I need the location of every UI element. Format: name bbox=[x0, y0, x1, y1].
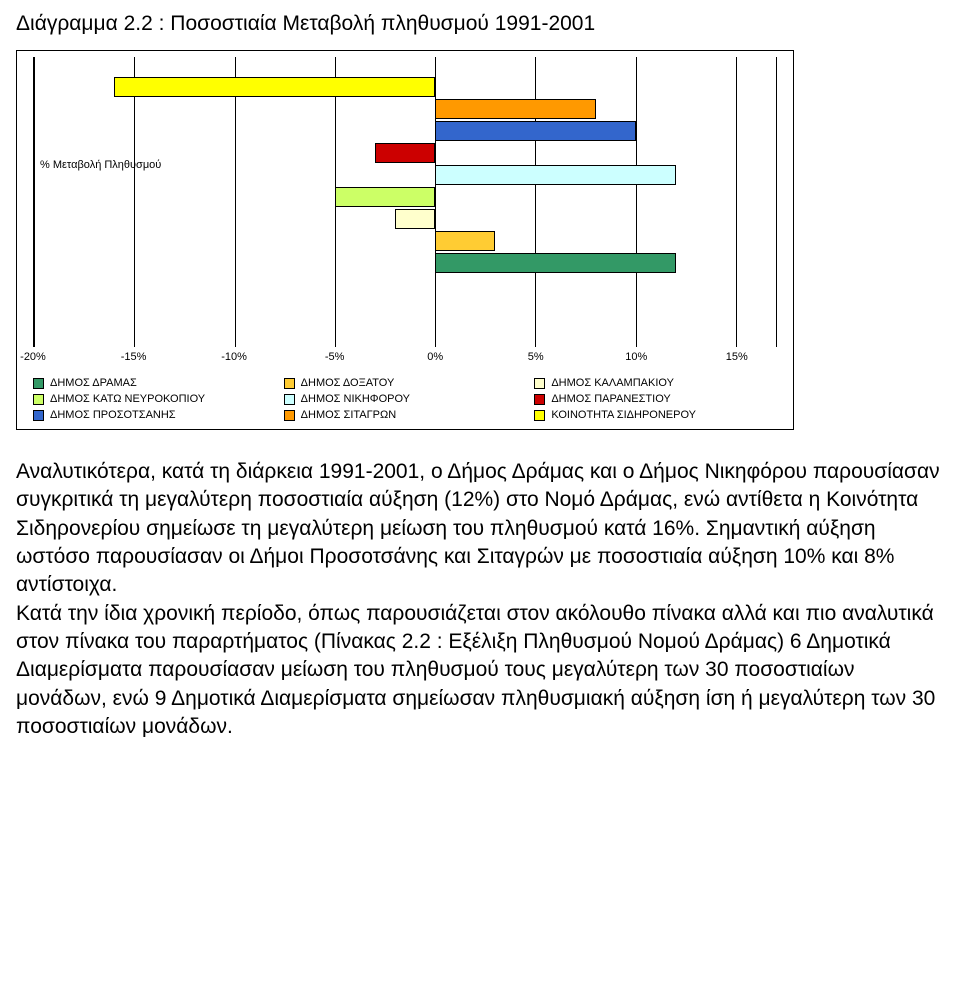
chart-bar-row bbox=[34, 209, 776, 229]
chart-x-tick-label: -10% bbox=[221, 351, 247, 363]
legend-swatch bbox=[284, 410, 295, 421]
chart-bar bbox=[335, 187, 435, 207]
legend-swatch bbox=[33, 378, 44, 389]
legend-item: ΔΗΜΟΣ ΠΡΟΣΟΤΣΑΝΗΣ bbox=[33, 409, 276, 421]
legend-item: ΔΗΜΟΣ ΚΑΛΑΜΠΑΚΙΟΥ bbox=[534, 377, 777, 389]
chart-bar-row bbox=[34, 253, 776, 273]
legend-item: ΔΗΜΟΣ ΣΙΤΑΓΡΩΝ bbox=[284, 409, 527, 421]
chart-container: % Μεταβολή Πληθυσμού -20% -15% -10% -5% 0% 5%… bbox=[16, 50, 794, 430]
chart-bar bbox=[435, 253, 676, 273]
legend-label: ΔΗΜΟΣ ΚΑΤΩ ΝΕΥΡΟΚΟΠΙΟΥ bbox=[50, 393, 205, 405]
chart-bar-row bbox=[34, 231, 776, 251]
legend-item: ΔΗΜΟΣ ΠΑΡΑΝΕΣΤΙΟΥ bbox=[534, 393, 777, 405]
chart-bar bbox=[435, 165, 676, 185]
chart-bar-row bbox=[34, 121, 776, 141]
legend-label: ΔΗΜΟΣ ΝΙΚΗΦΟΡΟΥ bbox=[301, 393, 410, 405]
chart-legend: ΔΗΜΟΣ ΔΡΑΜΑΣ ΔΗΜΟΣ ΔΟΞΑΤΟΥ ΔΗΜΟΣ ΚΑΛΑΜΠΑΚΙ… bbox=[33, 377, 777, 421]
chart-x-tick-label: -20% bbox=[20, 351, 46, 363]
chart-bar bbox=[395, 209, 435, 229]
legend-label: ΔΗΜΟΣ ΔΟΞΑΤΟΥ bbox=[301, 377, 395, 389]
page-title: Διάγραμμα 2.2 : Ποσοστιαία Μεταβολή πληθ… bbox=[16, 12, 944, 36]
chart-bar-row bbox=[34, 99, 776, 119]
legend-swatch bbox=[534, 394, 545, 405]
chart-y-axis-label: % Μεταβολή Πληθυσμού bbox=[34, 155, 435, 175]
legend-swatch bbox=[284, 394, 295, 405]
chart-bar-row bbox=[34, 187, 776, 207]
chart-plot-area: % Μεταβολή Πληθυσμού bbox=[33, 57, 777, 347]
chart-x-tick-label: 10% bbox=[625, 351, 647, 363]
legend-item: ΚΟΙΝΟΤΗΤΑ ΣΙΔΗΡΟΝΕΡΟΥ bbox=[534, 409, 777, 421]
body-paragraph: Αναλυτικότερα, κατά τη διάρκεια 1991-200… bbox=[16, 458, 944, 741]
chart-x-tick-label: -15% bbox=[121, 351, 147, 363]
legend-swatch bbox=[534, 410, 545, 421]
legend-item: ΔΗΜΟΣ ΔΡΑΜΑΣ bbox=[33, 377, 276, 389]
legend-label: ΔΗΜΟΣ ΠΑΡΑΝΕΣΤΙΟΥ bbox=[551, 393, 670, 405]
legend-item: ΔΗΜΟΣ ΝΙΚΗΦΟΡΟΥ bbox=[284, 393, 527, 405]
chart-bar bbox=[435, 231, 495, 251]
legend-label: ΔΗΜΟΣ ΠΡΟΣΟΤΣΑΝΗΣ bbox=[50, 409, 176, 421]
legend-swatch bbox=[33, 410, 44, 421]
chart-bar bbox=[114, 77, 435, 97]
legend-label: ΔΗΜΟΣ ΔΡΑΜΑΣ bbox=[50, 377, 137, 389]
chart-bar-row: % Μεταβολή Πληθυσμού bbox=[34, 165, 776, 185]
chart-bar bbox=[435, 121, 636, 141]
legend-swatch bbox=[33, 394, 44, 405]
chart-x-tick-label: 15% bbox=[726, 351, 748, 363]
legend-item: ΔΗΜΟΣ ΚΑΤΩ ΝΕΥΡΟΚΟΠΙΟΥ bbox=[33, 393, 276, 405]
legend-swatch bbox=[284, 378, 295, 389]
chart-bar bbox=[435, 99, 595, 119]
chart-bar-row bbox=[34, 77, 776, 97]
chart-x-tick-label: -5% bbox=[325, 351, 345, 363]
legend-label: ΔΗΜΟΣ ΚΑΛΑΜΠΑΚΙΟΥ bbox=[551, 377, 674, 389]
legend-swatch bbox=[534, 378, 545, 389]
legend-label: ΔΗΜΟΣ ΣΙΤΑΓΡΩΝ bbox=[301, 409, 397, 421]
chart-x-tick-label: 5% bbox=[528, 351, 544, 363]
chart-x-tick-label: 0% bbox=[427, 351, 443, 363]
legend-label: ΚΟΙΝΟΤΗΤΑ ΣΙΔΗΡΟΝΕΡΟΥ bbox=[551, 409, 696, 421]
chart-x-axis: -20%-15%-10%-5%0%5%10%15% bbox=[33, 347, 777, 371]
legend-item: ΔΗΜΟΣ ΔΟΞΑΤΟΥ bbox=[284, 377, 527, 389]
